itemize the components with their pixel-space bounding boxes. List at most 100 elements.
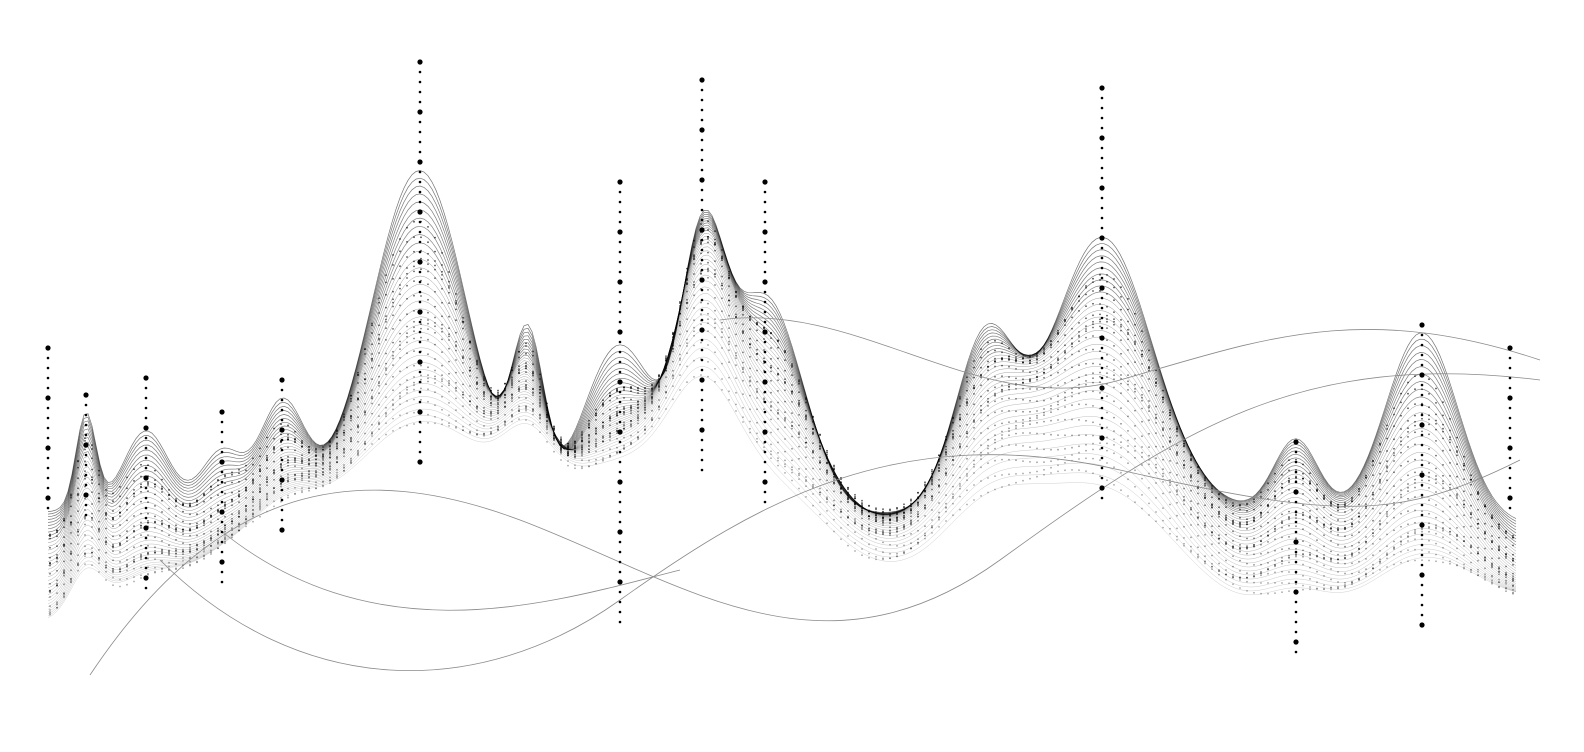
- wave-dot: [189, 550, 191, 553]
- wave-dot: [1463, 567, 1465, 570]
- wave-dot: [259, 501, 261, 503]
- wave-dot: [154, 469, 156, 472]
- wave-dot: [525, 409, 527, 412]
- column-dot: [1420, 393, 1424, 397]
- wave-dot: [644, 428, 646, 431]
- wave-dot: [357, 397, 359, 399]
- wave-dot: [56, 579, 58, 582]
- column-dot: [1100, 466, 1104, 470]
- wave-dot: [945, 472, 947, 475]
- wave-dot: [252, 515, 254, 518]
- wave-dot: [1288, 547, 1290, 550]
- wave-dot: [245, 523, 247, 525]
- wave-dot: [126, 559, 128, 561]
- wave-dot: [609, 439, 611, 441]
- wave-dot: [833, 490, 835, 493]
- wave-dot: [1064, 334, 1066, 337]
- wave-dot: [112, 545, 114, 548]
- column-dot: [763, 220, 767, 224]
- wave-dot: [56, 554, 58, 556]
- wave-dot: [924, 534, 926, 537]
- column-dot: [418, 390, 422, 394]
- wave-dot: [273, 471, 275, 474]
- wave-dot: [1127, 451, 1129, 453]
- wave-dot: [994, 365, 996, 368]
- wave-dot: [1428, 527, 1430, 529]
- wave-dot: [560, 452, 562, 455]
- wave-dot: [406, 379, 408, 381]
- wave-dot: [1134, 469, 1136, 472]
- wave-dot: [336, 456, 338, 459]
- wave-dot: [938, 478, 940, 481]
- wave-dot: [1085, 390, 1087, 393]
- wave-dot: [154, 526, 156, 529]
- column-dot: [1100, 216, 1104, 220]
- wave-dot: [889, 534, 891, 537]
- column-dot: [763, 460, 767, 464]
- wave-dot: [1092, 472, 1094, 475]
- wave-ridge-line: [47, 293, 1517, 592]
- wave-dot: [308, 458, 310, 460]
- column-dot: [618, 590, 622, 594]
- column-dot: [144, 436, 148, 440]
- wave-dot: [728, 361, 730, 364]
- wave-dot: [1393, 425, 1395, 428]
- wave-dot: [119, 551, 121, 553]
- wave-dot: [140, 554, 142, 557]
- wave-dot: [1225, 524, 1227, 526]
- wave-dot: [322, 455, 324, 458]
- column-dot: [144, 496, 148, 500]
- column-dot: [763, 290, 767, 294]
- wave-dot: [567, 464, 569, 467]
- wave-dot: [966, 457, 968, 460]
- wave-dot: [1078, 334, 1080, 337]
- wave-dot: [1162, 411, 1164, 413]
- wave-dot: [1260, 496, 1262, 498]
- wave-dot: [665, 391, 667, 394]
- column-dot: [418, 90, 422, 94]
- wave-dot: [1092, 323, 1094, 326]
- wave-dot: [1351, 583, 1353, 586]
- wave-dot: [707, 322, 709, 325]
- wave-dot: [1470, 571, 1472, 573]
- wave-dot: [1260, 525, 1262, 528]
- wave-dot: [1449, 518, 1451, 521]
- wave-dot: [1365, 558, 1367, 560]
- column-dot: [418, 370, 422, 374]
- wave-dot: [1015, 473, 1017, 475]
- wave-dot: [1463, 468, 1465, 471]
- wave-dot: [357, 374, 359, 377]
- wave-dot: [1246, 562, 1248, 565]
- wave-dot: [1162, 475, 1164, 477]
- wave-dot: [1253, 527, 1255, 530]
- wave-dot: [1043, 420, 1045, 423]
- wave-dot: [1379, 478, 1381, 481]
- wave-dot: [966, 380, 968, 383]
- column-dot: [763, 500, 767, 504]
- wave-dot: [154, 566, 156, 569]
- column-dot: [1294, 470, 1298, 474]
- wave-dot: [1239, 535, 1241, 537]
- column-dot: [418, 170, 422, 174]
- wave-dot: [791, 363, 793, 365]
- wave-dot: [399, 265, 401, 268]
- wave-dot: [441, 374, 443, 377]
- wave-dot: [266, 436, 268, 439]
- wave-dot: [84, 470, 86, 472]
- wave-dot: [56, 556, 58, 559]
- wave-dot: [154, 558, 156, 561]
- wave-dot: [1169, 440, 1171, 442]
- wave-dot: [1127, 383, 1129, 386]
- wave-dot: [1190, 545, 1192, 548]
- wave-dot: [189, 550, 191, 552]
- wave-dot: [1365, 547, 1367, 550]
- wave-dot: [329, 479, 331, 482]
- wave-dot: [98, 538, 100, 541]
- wave-dot: [126, 487, 128, 490]
- wave-dot: [560, 443, 562, 446]
- wave-dot: [1491, 566, 1493, 569]
- wave-dot: [56, 535, 58, 538]
- wave-dot: [140, 574, 142, 577]
- wave-dot: [1001, 342, 1003, 345]
- wave-dot: [868, 523, 870, 526]
